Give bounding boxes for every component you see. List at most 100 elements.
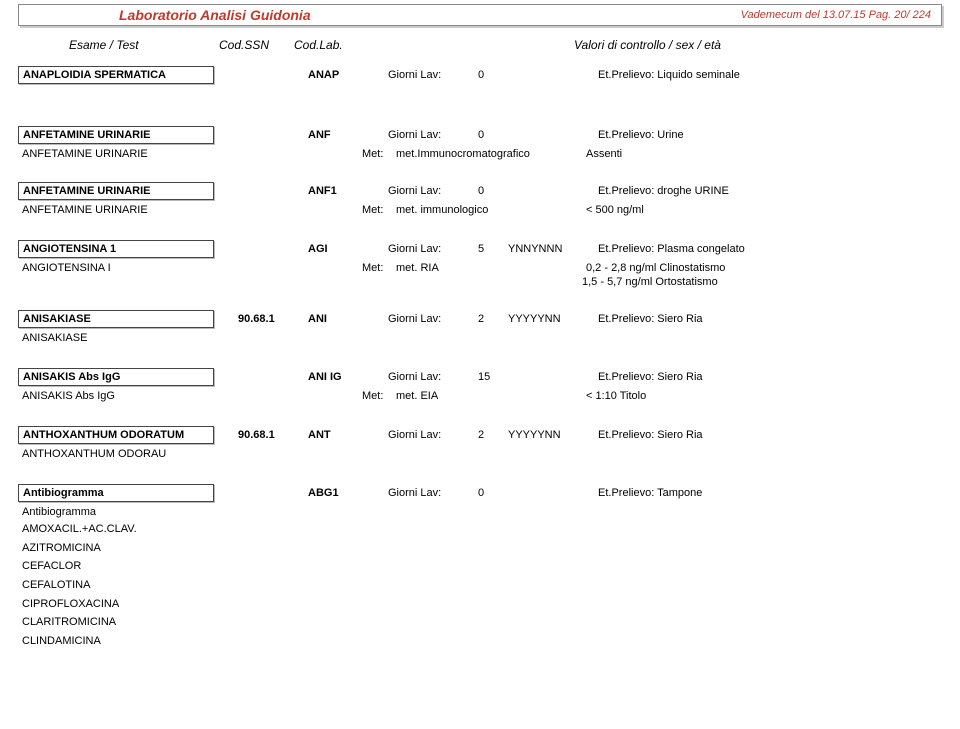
list-item: CLARITROMICINA <box>22 613 942 632</box>
test-subline: ANGIOTENSINA IMet:met. RIA0,2 - 2,8 ng/m… <box>22 262 942 274</box>
list-item: CLINDAMICINA <box>22 632 942 651</box>
test-codlab: ABG1 <box>308 487 388 499</box>
test-codssn: 90.68.1 <box>238 313 308 325</box>
prelievo: Et.Prelievo: Siero Ria <box>598 429 703 441</box>
test-header-row: ANFETAMINE URINARIEANFGiorni Lav:0Et.Pre… <box>18 126 942 144</box>
header-box: Laboratorio Analisi Guidonia Vademecum d… <box>18 4 942 26</box>
test-block: Antibiogramma ABG1Giorni Lav:0 Et.Prelievo… <box>18 484 942 651</box>
spacer <box>18 416 942 426</box>
test-name-box: ANFETAMINE URINARIE <box>18 126 214 144</box>
test-name-box: ANTHOXANTHUM ODORATUM <box>18 426 214 444</box>
test-name-box: Antibiogramma <box>18 484 214 502</box>
met-value: met. EIA <box>396 390 586 402</box>
sub-name: ANTHOXANTHUM ODORAU <box>22 448 362 460</box>
list-item: AZITROMICINA <box>22 539 942 558</box>
column-headers: Esame / Test Cod.SSN Cod.Lab. Valori di … <box>18 38 942 52</box>
test-name-box: ANAPLOIDIA SPERMATICA <box>18 66 214 84</box>
prelievo: Et.Prelievo: Siero Ria <box>598 313 703 325</box>
test-block: ANFETAMINE URINARIE ANF1Giorni Lav:0 Et.Pr… <box>18 182 942 216</box>
col-valori: Valori di controllo / sex / età <box>574 38 721 52</box>
test-header-row: ANISAKIS Abs IgG ANI IGGiorni Lav:15 Et.Pr… <box>18 368 942 386</box>
met-label: Met: <box>362 390 396 402</box>
test-header-row: ANFETAMINE URINARIE ANF1Giorni Lav:0 Et.Pr… <box>18 182 942 200</box>
met-value: met. immunologico <box>396 204 586 216</box>
giorni-label: Giorni Lav: <box>388 313 478 325</box>
sub-name: ANGIOTENSINA I <box>22 262 362 274</box>
test-codssn: 90.68.1 <box>238 429 308 441</box>
days-pattern: YYYYYNN <box>508 313 598 325</box>
result-value: 0,2 - 2,8 ng/ml Clinostatismo <box>586 262 725 274</box>
giorni-value: 15 <box>478 371 508 383</box>
test-codlab: AGI <box>308 243 388 255</box>
col-codssn: Cod.SSN <box>219 38 294 52</box>
test-subline: ANISAKIS Abs IgGMet:met. EIA< 1:10 Titol… <box>22 390 942 402</box>
list-item: CEFALOTINA <box>22 576 942 595</box>
giorni-label: Giorni Lav: <box>388 69 478 81</box>
list-item: CEFACLOR <box>22 557 942 576</box>
report-page-info: Vademecum del 13.07.15 Pag. 20/ 224 <box>741 9 931 21</box>
sub-name: ANFETAMINE URINARIE <box>22 148 362 160</box>
sub-name: ANFETAMINE URINARIE <box>22 204 362 216</box>
test-codlab: ANF1 <box>308 185 388 197</box>
prelievo: Et.Prelievo: Plasma congelato <box>598 243 745 255</box>
result-value: Assenti <box>586 148 622 160</box>
col-codlab: Cod.Lab. <box>294 38 574 52</box>
prelievo: Et.Prelievo: Urine <box>598 129 684 141</box>
prelievo: Et.Prelievo: droghe URINE <box>598 185 729 197</box>
test-header-row: ANGIOTENSINA 1AGIGiorni Lav:5YNNYNNNEt.P… <box>18 240 942 258</box>
result-value: < 1:10 Titolo <box>586 390 646 402</box>
test-codlab: ANI IG <box>308 371 388 383</box>
giorni-label: Giorni Lav: <box>388 371 478 383</box>
test-codlab: ANF <box>308 129 388 141</box>
giorni-label: Giorni Lav: <box>388 129 478 141</box>
test-block: ANTHOXANTHUM ODORATUM 90.68.1ANTGiorni La… <box>18 426 942 460</box>
test-codlab: ANT <box>308 429 388 441</box>
met-value: met. RIA <box>396 262 586 274</box>
test-subline: ANISAKIASE <box>22 332 942 344</box>
giorni-label: Giorni Lav: <box>388 243 478 255</box>
test-block: ANAPLOIDIA SPERMATICA ANAPGiorni Lav:0 Et.… <box>18 66 942 84</box>
giorni-value: 0 <box>478 185 508 197</box>
spacer <box>18 174 942 182</box>
report-title: Laboratorio Analisi Guidonia <box>119 7 311 23</box>
test-block: ANISAKIASE 90.68.1ANIGiorni Lav:2YYYYYNNE… <box>18 310 942 344</box>
giorni-label: Giorni Lav: <box>388 185 478 197</box>
prelievo: Et.Prelievo: Siero Ria <box>598 371 703 383</box>
result-extra: 1,5 - 5,7 ng/ml Ortostatismo <box>582 276 942 288</box>
test-name-box: ANISAKIS Abs IgG <box>18 368 214 386</box>
days-pattern: YNNYNNN <box>508 243 598 255</box>
met-value: met.Immunocromatografico <box>396 148 586 160</box>
prelievo: Et.Prelievo: Tampone <box>598 487 702 499</box>
test-name-box: ANFETAMINE URINARIE <box>18 182 214 200</box>
sub-name: ANISAKIS Abs IgG <box>22 390 362 402</box>
spacer <box>18 302 942 310</box>
giorni-value: 2 <box>478 313 508 325</box>
giorni-label: Giorni Lav: <box>388 487 478 499</box>
giorni-value: 0 <box>478 487 508 499</box>
test-header-row: ANTHOXANTHUM ODORATUM 90.68.1ANTGiorni La… <box>18 426 942 444</box>
list-item: AMOXACIL.+AC.CLAV. <box>22 520 942 539</box>
col-esame: Esame / Test <box>69 38 219 52</box>
giorni-value: 0 <box>478 69 508 81</box>
giorni-label: Giorni Lav: <box>388 429 478 441</box>
spacer <box>18 230 942 240</box>
sub-name: Antibiogramma <box>22 506 362 518</box>
test-codlab: ANI <box>308 313 388 325</box>
spacer <box>18 98 942 126</box>
met-label: Met: <box>362 262 396 274</box>
test-subline: ANTHOXANTHUM ODORAU <box>22 448 942 460</box>
spacer <box>18 358 942 368</box>
giorni-value: 2 <box>478 429 508 441</box>
met-label: Met: <box>362 148 396 160</box>
test-block: ANISAKIS Abs IgG ANI IGGiorni Lav:15 Et.Pr… <box>18 368 942 402</box>
test-header-row: ANISAKIASE90.68.1ANIGiorni Lav:2YYYYYNNE… <box>18 310 942 328</box>
tests-container: ANAPLOIDIA SPERMATICAANAPGiorni Lav:0Et.… <box>18 66 942 651</box>
test-codlab: ANAP <box>308 69 388 81</box>
test-header-row: ANAPLOIDIA SPERMATICA ANAPGiorni Lav:0 Et.… <box>18 66 942 84</box>
result-value: < 500 ng/ml <box>586 204 644 216</box>
test-block: ANFETAMINE URINARIEANFGiorni Lav:0Et.Pre… <box>18 126 942 160</box>
sub-name: ANISAKIASE <box>22 332 362 344</box>
test-subline: Antibiogramma <box>22 506 942 518</box>
prelievo: Et.Prelievo: Liquido seminale <box>598 69 740 81</box>
test-subline: ANFETAMINE URINARIEMet:met. immunologico… <box>22 204 942 216</box>
